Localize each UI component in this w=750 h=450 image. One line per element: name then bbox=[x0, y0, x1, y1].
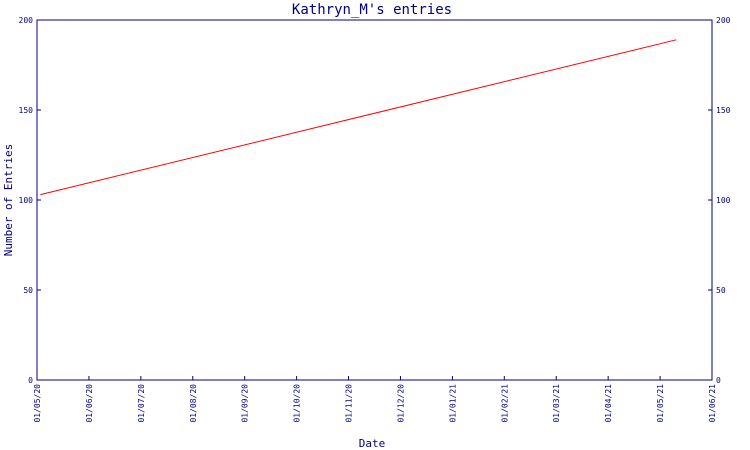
x-tick-label: 01/06/20 bbox=[85, 384, 94, 423]
y-tick-label-left: 150 bbox=[19, 106, 34, 115]
x-tick-label: 01/05/20 bbox=[33, 384, 42, 423]
y-axis-left: 0 50 100 150 200 bbox=[19, 16, 41, 385]
y-axis-label: Number of Entries bbox=[2, 144, 15, 257]
x-tick-label: 01/03/21 bbox=[552, 384, 561, 423]
x-tick-label: 01/09/20 bbox=[241, 384, 250, 423]
x-tick-label: 01/06/21 bbox=[708, 384, 717, 423]
x-tick-label: 01/04/21 bbox=[604, 384, 613, 423]
series-group bbox=[40, 39, 677, 196]
series-line bbox=[40, 39, 677, 196]
y-tick-label-left: 0 bbox=[28, 376, 33, 385]
x-axis: 01/05/20 01/06/20 01/07/20 01/08/20 01/09/20… bbox=[33, 376, 717, 423]
plot-frame bbox=[36, 19, 713, 381]
x-tick-label: 01/10/20 bbox=[293, 384, 302, 423]
y-tick-label-right: 100 bbox=[716, 196, 731, 205]
y-tick-label-right: 0 bbox=[716, 376, 721, 385]
x-tick-label: 01/01/21 bbox=[448, 384, 457, 423]
x-tick-label: 01/11/20 bbox=[345, 384, 354, 423]
y-tick-label-right: 200 bbox=[716, 16, 731, 25]
x-tick-label: 01/05/21 bbox=[656, 384, 665, 423]
x-tick-label: 01/07/20 bbox=[137, 384, 146, 423]
x-tick-label: 01/02/21 bbox=[500, 384, 509, 423]
x-tick-label: 01/08/20 bbox=[189, 384, 198, 423]
chart-title: Kathryn_M's entries bbox=[292, 2, 452, 18]
y-tick-label-right: 150 bbox=[716, 106, 731, 115]
y-axis-right: 0 50 100 150 200 bbox=[708, 16, 731, 385]
y-tick-label-left: 100 bbox=[19, 196, 34, 205]
y-tick-label-left: 200 bbox=[19, 16, 34, 25]
x-axis-label: Date bbox=[359, 437, 386, 450]
y-tick-label-right: 50 bbox=[716, 286, 726, 295]
y-tick-label-left: 50 bbox=[23, 286, 33, 295]
x-tick-label: 01/12/20 bbox=[396, 384, 405, 423]
